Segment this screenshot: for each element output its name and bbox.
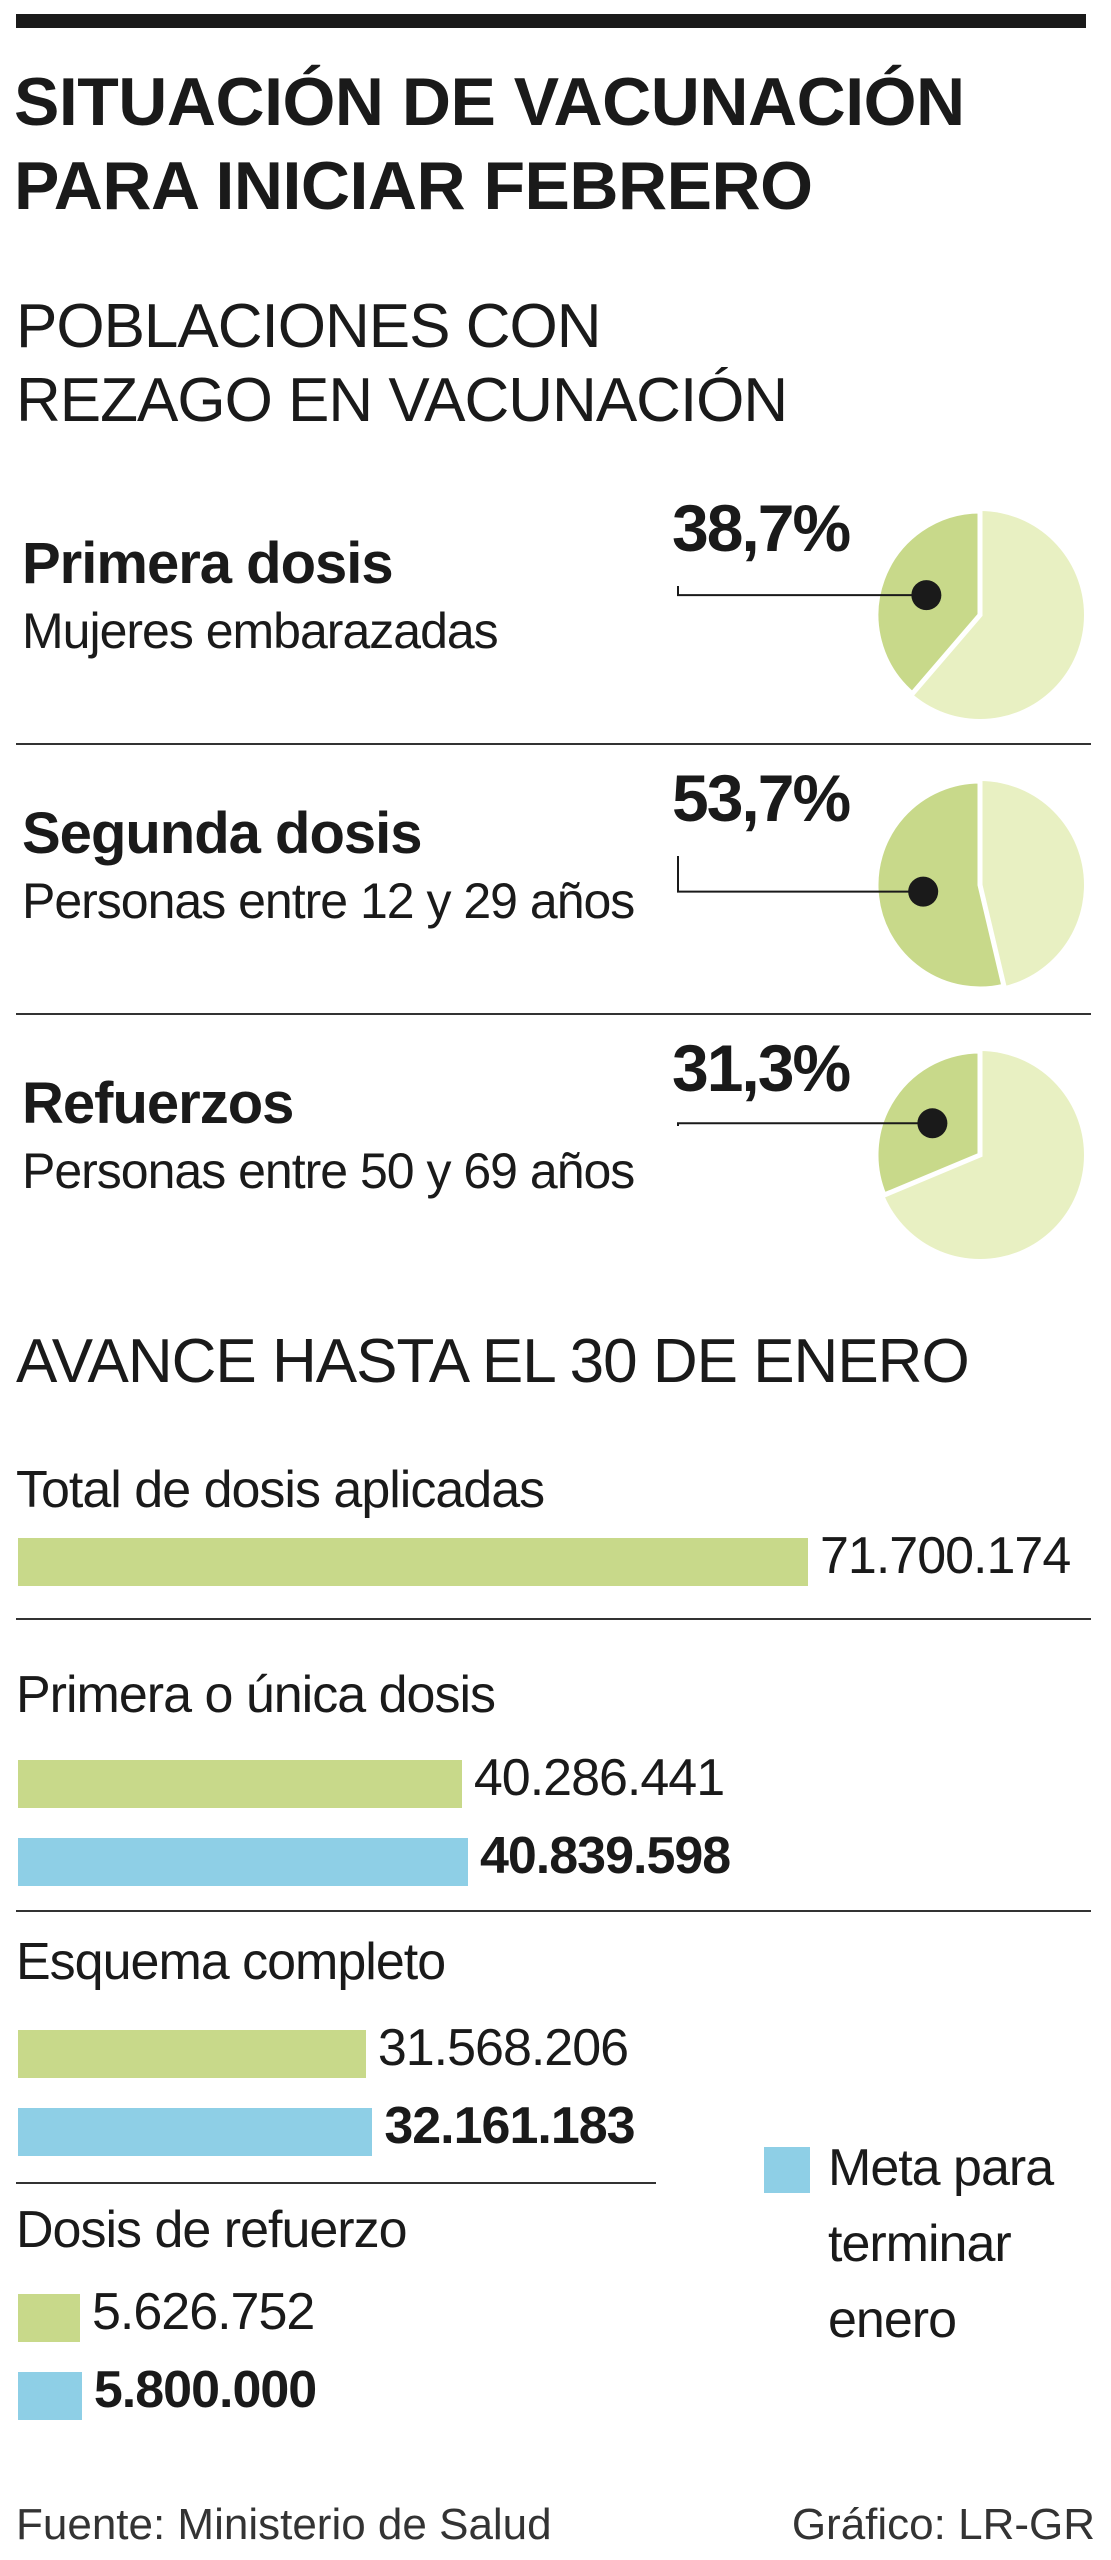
pie-item-1: Primera dosis Mujeres embarazadas 38,7% (0, 490, 1111, 740)
pie-category-label: Primera dosis (22, 531, 394, 596)
goal-bar (18, 2108, 373, 2156)
goal-value-label: 40.839.598 (479, 1827, 731, 1885)
section-progress-title: AVANCE HASTA EL 30 DE ENERO (16, 1327, 970, 1396)
applied-value-label: 40.286.441 (473, 1749, 725, 1807)
section-populations-line-2: REZAGO EN VACUNACIÓN (16, 366, 788, 435)
bar-category-label: Esquema completo (16, 1933, 446, 1991)
pie-category-label: Refuerzos (22, 1071, 294, 1136)
section-populations-title: POBLACIONES CON REZAGO EN VACUNACIÓN (16, 290, 788, 438)
pie-leader-line (677, 856, 924, 893)
pie-leader-dot (908, 876, 939, 907)
pie-leader-dot (917, 1108, 948, 1139)
source-note: Fuente: Ministerio de Salud (16, 2500, 552, 2549)
pie-svg (677, 778, 1084, 992)
title-line-1: SITUACIÓN DE VACUNACIÓN (14, 64, 965, 140)
bar-separator (16, 2182, 656, 2184)
goal-value-label: 32.161.183 (384, 2097, 635, 2155)
legend-line-3: enero (828, 2291, 957, 2349)
pie-population-label: Personas entre 50 y 69 años (22, 1143, 635, 1199)
pie-separator-2 (16, 1013, 1091, 1015)
pie-percent-label: 38,7% (672, 491, 851, 565)
title-line-2: PARA INICIAR FEBRERO (14, 148, 813, 224)
graphic-credit: Gráfico: LR-GR (791, 2500, 1095, 2549)
legend-line-1: Meta para (828, 2139, 1054, 2197)
pie-percent-label: 31,3% (672, 1031, 851, 1105)
legend-label-goal: Meta para terminar enero (828, 2130, 1088, 2358)
pie-item-2: Segunda dosis Personas entre 12 y 29 años… (0, 760, 1111, 1010)
bar-category-label: Total de dosis aplicadas (16, 1461, 545, 1519)
pie-leader-dot (911, 580, 942, 611)
bar-category-label: Dosis de refuerzo (16, 2201, 408, 2259)
section-populations-line-1: POBLACIONES CON (16, 292, 601, 361)
applied-value-label: 31.568.206 (377, 2019, 629, 2077)
pie-percent-label: 53,7% (672, 761, 851, 835)
applied-value-label: 5.626.752 (91, 2283, 315, 2341)
goal-value-label: 5.800.000 (93, 2361, 317, 2419)
bar-separator (16, 1618, 1091, 1620)
pie-svg (677, 508, 1084, 719)
legend-swatch-goal (764, 2147, 810, 2193)
pie-svg (677, 1048, 1084, 1259)
applied-bar (18, 1538, 808, 1586)
bar-separator (16, 1910, 1091, 1912)
goal-bar (18, 2372, 82, 2420)
legend-line-2: terminar (828, 2215, 1012, 2273)
pie-separator-1 (16, 743, 1091, 745)
pie-item-3: Refuerzos Personas entre 50 y 69 años 31,3… (0, 1030, 1111, 1280)
bar-category-label: Primera o única dosis (16, 1666, 496, 1724)
pie-leader-line (677, 1122, 933, 1126)
applied-bar (18, 2030, 366, 2078)
applied-bar (18, 1760, 462, 1808)
applied-value-label: 71.700.174 (820, 1527, 1071, 1585)
page-title: SITUACIÓN DE VACUNACIÓN PARA INICIAR FEB… (14, 60, 1094, 228)
pie-population-label: Personas entre 12 y 29 años (22, 873, 635, 929)
pie-category-label: Segunda dosis (22, 801, 423, 866)
pie-leader-line (677, 586, 927, 597)
goal-bar (18, 1838, 468, 1886)
pie-value-slice (873, 778, 1007, 992)
top-rule (16, 14, 1086, 28)
applied-bar (18, 2294, 80, 2342)
pie-population-label: Mujeres embarazadas (22, 603, 499, 659)
